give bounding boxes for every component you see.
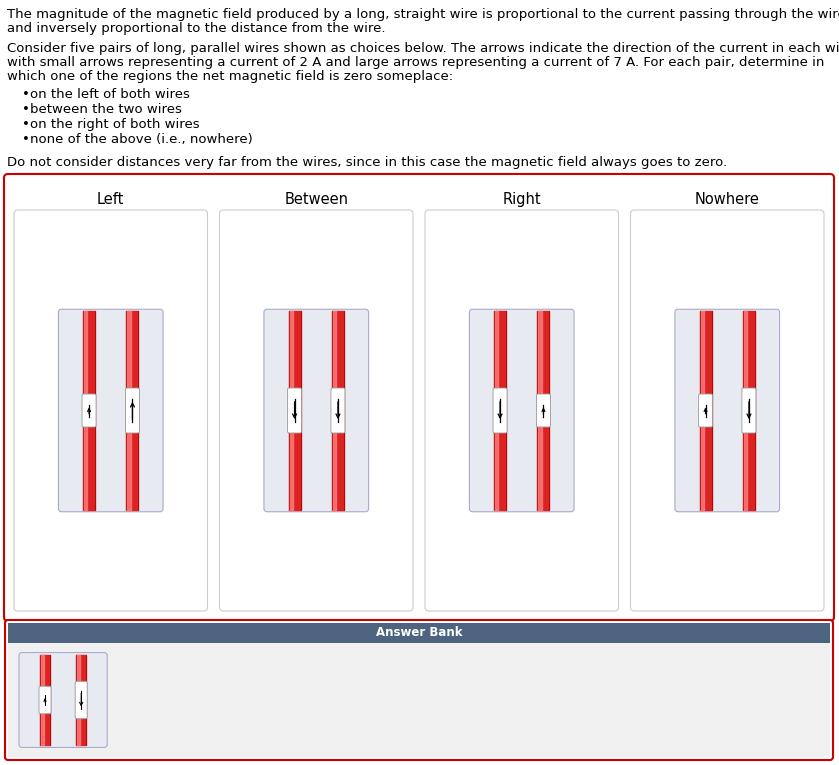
FancyBboxPatch shape xyxy=(470,309,574,512)
FancyBboxPatch shape xyxy=(14,210,207,611)
Bar xyxy=(8,623,830,643)
FancyBboxPatch shape xyxy=(331,388,345,433)
FancyBboxPatch shape xyxy=(630,210,824,611)
Text: •: • xyxy=(22,118,30,131)
FancyBboxPatch shape xyxy=(76,682,87,719)
Text: Nowhere: Nowhere xyxy=(695,192,759,207)
Text: between the two wires: between the two wires xyxy=(30,103,182,116)
FancyBboxPatch shape xyxy=(126,388,139,433)
FancyBboxPatch shape xyxy=(39,686,51,714)
Text: The magnitude of the magnetic field produced by a long, straight wire is proport: The magnitude of the magnetic field prod… xyxy=(7,8,839,21)
FancyBboxPatch shape xyxy=(493,388,507,433)
Text: Do not consider distances very far from the wires, since in this case the magnet: Do not consider distances very far from … xyxy=(7,156,727,169)
Text: on the right of both wires: on the right of both wires xyxy=(30,118,200,131)
Text: and inversely proportional to the distance from the wire.: and inversely proportional to the distan… xyxy=(7,22,385,35)
FancyBboxPatch shape xyxy=(675,309,779,512)
FancyBboxPatch shape xyxy=(536,394,550,427)
Bar xyxy=(8,643,830,757)
Text: Answer Bank: Answer Bank xyxy=(376,627,462,640)
FancyBboxPatch shape xyxy=(425,210,618,611)
Text: Consider five pairs of long, parallel wires shown as choices below. The arrows i: Consider five pairs of long, parallel wi… xyxy=(7,42,839,55)
FancyBboxPatch shape xyxy=(59,309,163,512)
Text: Between: Between xyxy=(284,192,348,207)
FancyBboxPatch shape xyxy=(742,388,756,433)
FancyBboxPatch shape xyxy=(4,174,834,621)
Text: Right: Right xyxy=(503,192,541,207)
FancyBboxPatch shape xyxy=(19,653,107,747)
FancyBboxPatch shape xyxy=(82,394,96,427)
Text: •: • xyxy=(22,88,30,101)
Text: none of the above (i.e., nowhere): none of the above (i.e., nowhere) xyxy=(30,133,253,146)
Text: on the left of both wires: on the left of both wires xyxy=(30,88,190,101)
Text: •: • xyxy=(22,103,30,116)
FancyBboxPatch shape xyxy=(288,388,301,433)
Text: with small arrows representing a current of 2 A and large arrows representing a : with small arrows representing a current… xyxy=(7,56,825,69)
FancyBboxPatch shape xyxy=(264,309,368,512)
Text: Left: Left xyxy=(97,192,124,207)
FancyBboxPatch shape xyxy=(220,210,413,611)
FancyBboxPatch shape xyxy=(699,394,712,427)
FancyBboxPatch shape xyxy=(5,620,833,760)
Text: •: • xyxy=(22,133,30,146)
Text: which one of the regions the net magnetic field is zero someplace:: which one of the regions the net magneti… xyxy=(7,70,453,83)
